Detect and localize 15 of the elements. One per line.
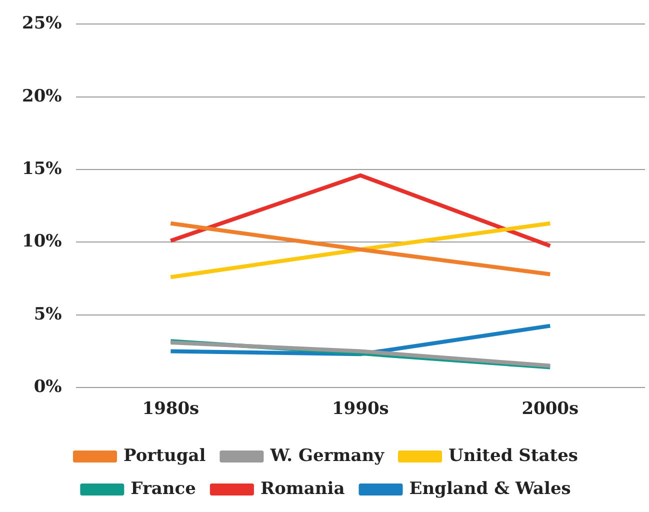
y-tick-label: 10%	[22, 232, 62, 252]
legend-label: Romania	[260, 478, 345, 499]
x-tick-label: 1980s	[142, 399, 200, 420]
x-tick-label: 2000s	[522, 399, 579, 420]
legend-label: England & Wales	[409, 478, 571, 499]
legend-label: France	[130, 478, 196, 499]
legend-label: Portugal	[123, 446, 206, 466]
x-tick-label: 1990s	[332, 399, 389, 420]
legend-label: W. Germany	[269, 446, 386, 466]
y-tick-label: 0%	[34, 377, 62, 398]
y-tick-label: 15%	[22, 158, 62, 179]
y-tick-label: 25%	[22, 14, 62, 34]
legend-label: United States	[448, 446, 578, 466]
y-tick-label: 20%	[22, 86, 62, 106]
y-tick-label: 5%	[34, 304, 62, 324]
